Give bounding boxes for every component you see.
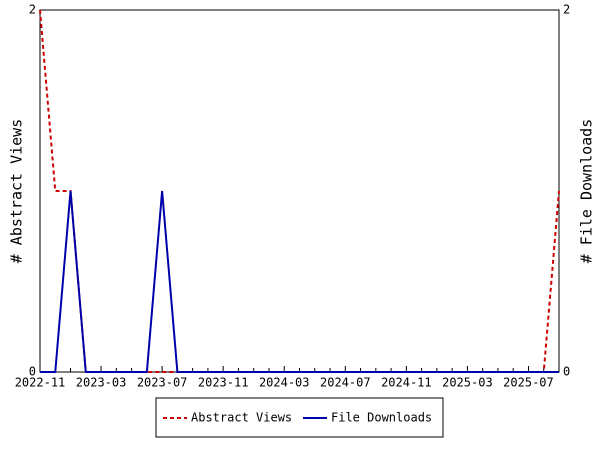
y2-axis-label: # File Downloads bbox=[578, 119, 596, 264]
x-tick-label: 2024-07 bbox=[320, 376, 371, 390]
x-tick-label: 2023-11 bbox=[198, 376, 249, 390]
y-axis-label: # Abstract Views bbox=[8, 119, 26, 264]
plot-frame bbox=[39, 9, 560, 373]
x-tick-label: 2023-07 bbox=[137, 376, 188, 390]
y-tick-label: 0 bbox=[29, 365, 36, 379]
series-line bbox=[40, 190, 559, 373]
y2-tick-label: 2 bbox=[563, 3, 570, 17]
x-tick-label: 2022-11 bbox=[15, 376, 66, 390]
y-tick-label: 2 bbox=[29, 3, 36, 17]
x-tick-label: 2025-03 bbox=[442, 376, 493, 390]
x-tick-label: 2024-11 bbox=[381, 376, 432, 390]
legend-label: Abstract Views bbox=[191, 411, 292, 425]
x-tick-label: 2023-03 bbox=[76, 376, 127, 390]
series-line bbox=[39, 9, 560, 373]
x-tick-label: 2024-03 bbox=[259, 376, 310, 390]
legend-label: File Downloads bbox=[331, 411, 432, 425]
y2-tick-label: 0 bbox=[563, 365, 570, 379]
legend-box bbox=[155, 397, 444, 438]
x-tick-label: 2025-07 bbox=[503, 376, 554, 390]
